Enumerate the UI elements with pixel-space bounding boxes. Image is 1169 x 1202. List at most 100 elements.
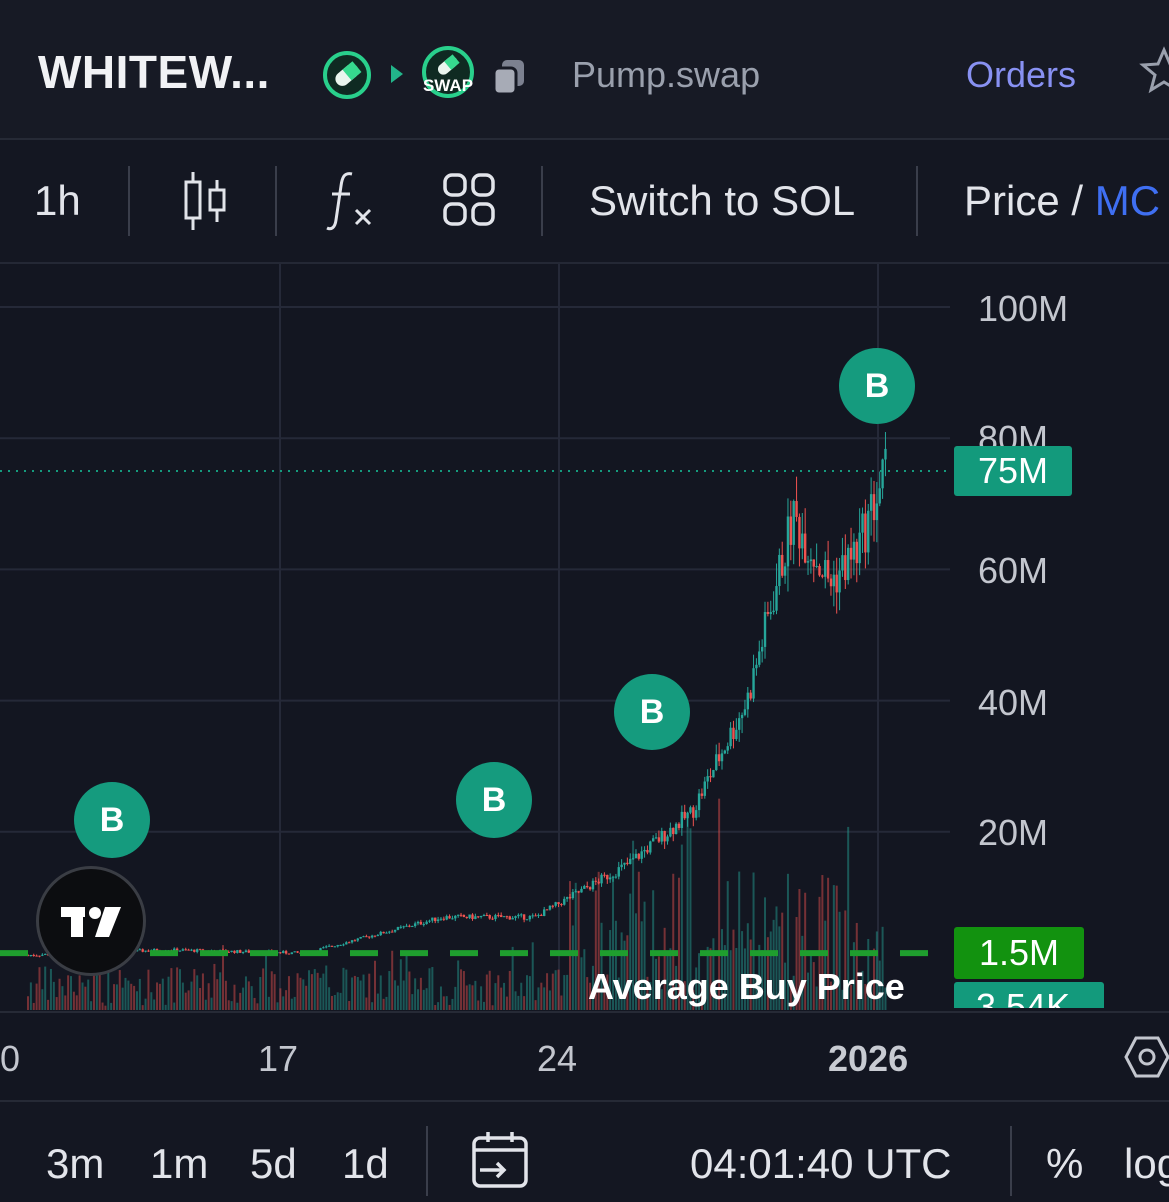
volume-bar	[244, 976, 247, 1010]
volume-bar	[419, 977, 422, 1010]
volume-bar	[643, 901, 646, 1010]
pill-icon[interactable]	[322, 50, 372, 100]
volume-bar	[47, 999, 50, 1010]
volume-bar	[675, 965, 678, 1010]
star-icon[interactable]	[1138, 44, 1169, 94]
buy-marker[interactable]: B	[839, 348, 915, 424]
volume-bar	[505, 996, 508, 1010]
bottom-toolbar	[0, 1100, 1169, 1202]
swap-icon[interactable]: SWAP	[418, 46, 478, 100]
candle-body	[482, 914, 486, 917]
candle-body	[462, 914, 466, 917]
candle-body	[451, 918, 454, 920]
go-to-date-icon[interactable]	[470, 1130, 530, 1190]
range-1m[interactable]: 1m	[150, 1140, 209, 1187]
candle-body	[279, 952, 282, 954]
volume-bar	[864, 983, 867, 1010]
volume-bar	[353, 975, 356, 1010]
volume-bar	[511, 946, 514, 1010]
candle-body	[726, 746, 729, 751]
interval-selector[interactable]: 1h	[34, 177, 81, 224]
volume-bar	[655, 958, 658, 1010]
volume-bar	[376, 993, 379, 1010]
volume-bar	[253, 997, 256, 1010]
layout-grid-icon[interactable]	[442, 172, 496, 228]
candle-body	[878, 488, 881, 504]
token-title[interactable]: WHITEW...	[38, 46, 270, 98]
candle-body	[342, 944, 345, 946]
candle-body	[41, 954, 44, 956]
volume-bar	[761, 950, 764, 1010]
candle-body	[700, 793, 704, 796]
candle-body	[425, 921, 428, 925]
candle-body	[580, 888, 583, 893]
buy-marker[interactable]: B	[614, 674, 690, 750]
range-3m[interactable]: 3m	[46, 1140, 105, 1187]
volume-bar	[348, 1001, 351, 1010]
indicators-icon[interactable]	[322, 168, 378, 234]
volume-bar	[90, 1001, 93, 1010]
volume-bar	[543, 987, 546, 1010]
volume-bar	[695, 967, 698, 1010]
volume-bar	[87, 979, 90, 1010]
volume-bar	[867, 938, 870, 1010]
percent-toggle[interactable]: %	[1046, 1140, 1084, 1187]
candle-body	[385, 932, 388, 934]
volume-bar	[844, 910, 847, 1010]
candle-body	[571, 892, 575, 899]
candle-body	[654, 837, 658, 839]
candle-body	[325, 946, 328, 948]
candle-body	[554, 902, 557, 906]
orders-link[interactable]: Orders	[966, 54, 1077, 95]
volume-bar	[875, 931, 878, 1010]
candle-body	[855, 541, 858, 564]
volume-bar	[514, 991, 517, 1010]
candle-body	[746, 692, 750, 710]
volume-bar	[494, 983, 497, 1010]
volume-bar	[178, 969, 181, 1010]
volume-bar	[732, 929, 735, 1010]
tradingview-logo[interactable]	[36, 866, 146, 976]
volume-bar	[173, 1002, 176, 1010]
exchange-name[interactable]: Pump.swap	[572, 54, 761, 95]
candle-body	[763, 612, 767, 647]
volume-bar	[144, 998, 147, 1010]
candlestick-type-icon[interactable]	[180, 168, 230, 234]
candle-body	[588, 887, 592, 890]
volume-bar	[881, 926, 884, 1010]
candle-body	[574, 891, 577, 893]
log-toggle[interactable]: log	[1124, 1140, 1169, 1187]
volume-bar	[689, 828, 692, 1010]
volume-bar	[537, 987, 540, 1010]
buy-marker[interactable]: B	[456, 762, 532, 838]
switch-to-sol-button[interactable]: Switch to SOL	[589, 177, 856, 224]
range-5d[interactable]: 5d	[250, 1140, 297, 1187]
volume-bar	[371, 1002, 374, 1010]
volume-bar	[784, 962, 787, 1010]
volume-bar	[388, 971, 391, 1010]
utc-clock[interactable]: 04:01:40 UTC	[690, 1140, 952, 1187]
candle-body	[631, 858, 635, 860]
candle-body	[339, 944, 342, 946]
range-1d[interactable]: 1d	[342, 1140, 389, 1187]
buy-marker[interactable]: B	[74, 782, 150, 858]
volume-bar	[38, 967, 41, 1010]
volume-bar	[156, 982, 159, 1010]
volume-bar	[437, 1002, 440, 1010]
volume-bar	[835, 885, 838, 1010]
volume-bar	[454, 986, 457, 1010]
volume-bar	[439, 986, 442, 1010]
mc-label: MC	[1094, 177, 1161, 224]
candle-body	[872, 494, 876, 521]
volume-bar	[81, 982, 84, 1010]
chart-settings-icon[interactable]	[1124, 1034, 1169, 1080]
current-value-label: 75M	[977, 450, 1049, 491]
copy-icon[interactable]	[490, 56, 530, 96]
volume-bar	[640, 921, 643, 1010]
candle-body	[548, 905, 552, 910]
price-mc-toggle[interactable]: Price / MC	[964, 177, 1160, 225]
volume-bar	[560, 995, 563, 1010]
candle-body	[629, 858, 632, 865]
volume-bar	[84, 986, 87, 1010]
candle-body	[190, 949, 193, 951]
